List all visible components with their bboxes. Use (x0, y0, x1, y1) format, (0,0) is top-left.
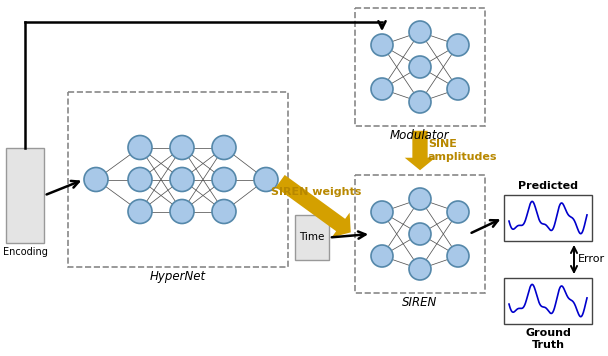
Bar (355, 175, 485, 293)
Text: Time: Time (299, 232, 325, 242)
Circle shape (371, 245, 393, 267)
Circle shape (409, 258, 431, 280)
Circle shape (170, 199, 194, 224)
Bar (295, 215, 329, 260)
Circle shape (409, 188, 431, 210)
Circle shape (254, 168, 278, 192)
Circle shape (447, 34, 469, 56)
Circle shape (447, 78, 469, 100)
Text: SIREN: SIREN (402, 296, 438, 309)
Text: SINE
amplitudes: SINE amplitudes (428, 139, 497, 162)
Circle shape (84, 168, 108, 192)
Circle shape (447, 201, 469, 223)
Circle shape (212, 168, 236, 192)
Text: Encoding: Encoding (2, 247, 47, 257)
Bar (68, 92, 288, 267)
Text: Error: Error (578, 255, 605, 265)
Bar (6, 148, 44, 243)
Circle shape (409, 56, 431, 78)
Circle shape (170, 168, 194, 192)
Circle shape (128, 199, 152, 224)
Text: Modulator: Modulator (390, 129, 450, 142)
Text: SIREN weights: SIREN weights (271, 187, 362, 197)
Circle shape (409, 223, 431, 245)
Circle shape (371, 78, 393, 100)
Circle shape (128, 168, 152, 192)
Circle shape (128, 136, 152, 159)
Bar (504, 278, 592, 324)
Bar (355, 8, 485, 126)
Circle shape (212, 199, 236, 224)
Circle shape (170, 136, 194, 159)
Bar (505, 279, 591, 323)
Circle shape (409, 21, 431, 43)
Circle shape (447, 245, 469, 267)
Text: Predicted: Predicted (518, 181, 578, 191)
Bar (505, 196, 591, 240)
Text: HyperNet: HyperNet (150, 270, 206, 283)
Circle shape (409, 91, 431, 113)
Circle shape (371, 201, 393, 223)
Bar (504, 195, 592, 241)
Circle shape (212, 136, 236, 159)
Circle shape (371, 34, 393, 56)
Text: Ground
Truth: Ground Truth (525, 328, 571, 350)
